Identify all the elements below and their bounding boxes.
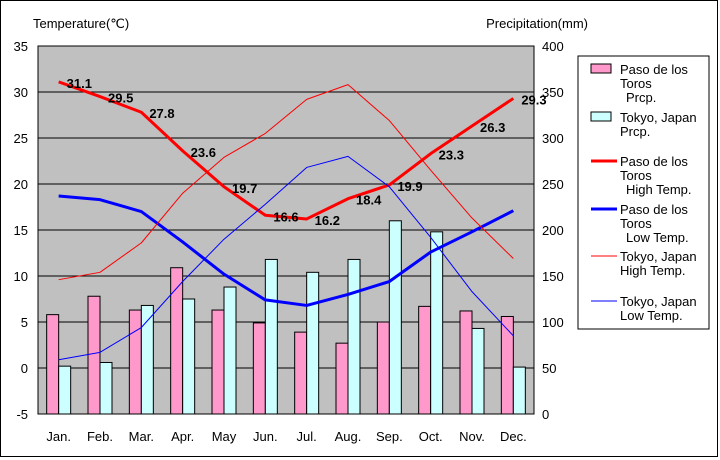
x-tick-label: Apr. <box>171 429 194 444</box>
left-axis-title: Temperature(℃) <box>33 16 129 31</box>
precip-bar <box>264 258 278 415</box>
precip-bar <box>459 310 473 415</box>
legend-label: Toros <box>620 168 652 183</box>
precip-bar <box>388 220 402 415</box>
x-tick-label: Nov. <box>459 429 485 444</box>
legend-label: Paso de los <box>620 154 688 169</box>
left-tick-label: 5 <box>21 315 28 330</box>
data-label: 27.8 <box>149 106 174 121</box>
precip-bar <box>306 271 320 415</box>
x-tick-label: Feb. <box>87 429 113 444</box>
left-tick-label: 30 <box>14 85 28 100</box>
precip-bar <box>418 305 432 415</box>
left-tick-label: 35 <box>14 39 28 54</box>
right-tick-label: 50 <box>542 361 556 376</box>
data-label: 23.3 <box>439 148 464 163</box>
legend-label: Tokyo, Japan <box>620 294 697 309</box>
precip-bar <box>335 342 349 415</box>
precip-bar <box>170 267 184 415</box>
precip-bar <box>512 366 526 415</box>
legend-label: Paso de los <box>620 202 688 217</box>
right-tick-label: 100 <box>542 315 564 330</box>
data-label: 29.3 <box>521 92 546 107</box>
legend-label: Tokyo, Japan <box>620 110 697 125</box>
x-tick-label: May <box>212 429 237 444</box>
right-tick-label: 150 <box>542 269 564 284</box>
x-tick-label: Jun. <box>253 429 278 444</box>
right-axis-title: Precipitation(mm) <box>486 16 588 31</box>
data-label: 26.3 <box>480 120 505 135</box>
left-tick-label: 15 <box>14 223 28 238</box>
left-tick-label: 20 <box>14 177 28 192</box>
precip-bar <box>500 315 514 415</box>
data-label: 16.6 <box>273 209 298 224</box>
precip-bar <box>128 309 142 415</box>
precip-bar <box>223 286 237 415</box>
x-tick-label: Dec. <box>500 429 527 444</box>
precip-bar <box>347 258 361 415</box>
left-tick-label: 25 <box>14 131 28 146</box>
right-tick-label: 250 <box>542 177 564 192</box>
x-tick-label: Sep. <box>376 429 403 444</box>
precip-bar <box>58 365 72 415</box>
temp-line <box>58 194 515 307</box>
precip-bar <box>182 298 196 415</box>
precip-bar <box>99 361 113 415</box>
temp-line <box>58 155 514 361</box>
legend-label: Toros <box>620 216 652 231</box>
legend-label: Paso de los <box>620 62 688 77</box>
data-label: 23.6 <box>191 145 216 160</box>
x-tick-label: Aug. <box>335 429 362 444</box>
precip-bar <box>211 309 225 415</box>
right-tick-label: 0 <box>542 407 549 422</box>
precip-bar <box>46 314 60 415</box>
data-label: 29.5 <box>108 91 133 106</box>
left-tick-label: 10 <box>14 269 28 284</box>
right-tick-label: 200 <box>542 223 564 238</box>
right-tick-label: 300 <box>542 131 564 146</box>
legend-swatch <box>590 63 612 74</box>
x-tick-label: Mar. <box>129 429 154 444</box>
legend-swatch <box>590 111 612 122</box>
right-tick-label: 350 <box>542 85 564 100</box>
x-tick-label: Oct. <box>419 429 443 444</box>
legend-box <box>577 55 710 330</box>
legend-label: Tokyo, Japan <box>620 249 697 264</box>
legend-label: Low Temp. <box>626 230 689 245</box>
precip-bar <box>294 331 308 415</box>
right-tick-label: 400 <box>542 39 564 54</box>
left-tick-label: 0 <box>21 361 28 376</box>
x-tick-label: Jan. <box>46 429 71 444</box>
data-label: 16.2 <box>315 213 340 228</box>
data-label: 31.1 <box>67 76 92 91</box>
data-label: 19.7 <box>232 181 257 196</box>
precip-bar <box>430 231 444 415</box>
legend-label: Prcp. <box>626 90 656 105</box>
legend-label: High Temp. <box>626 182 692 197</box>
temp-line <box>58 84 514 281</box>
precip-bar <box>87 295 101 415</box>
x-tick-label: Jul. <box>297 429 317 444</box>
temp-line <box>58 80 515 221</box>
precip-bar <box>376 321 390 415</box>
precip-bar <box>140 304 154 415</box>
legend-label: Low Temp. <box>620 308 683 323</box>
legend-label: High Temp. <box>620 263 686 278</box>
left-tick-label: -5 <box>16 407 28 422</box>
precip-bar <box>252 322 266 415</box>
data-label: 19.9 <box>397 179 422 194</box>
precip-bar <box>471 327 485 415</box>
legend-label: Toros <box>620 76 652 91</box>
data-label: 18.4 <box>356 193 382 208</box>
legend-label: Prcp. <box>620 124 650 139</box>
